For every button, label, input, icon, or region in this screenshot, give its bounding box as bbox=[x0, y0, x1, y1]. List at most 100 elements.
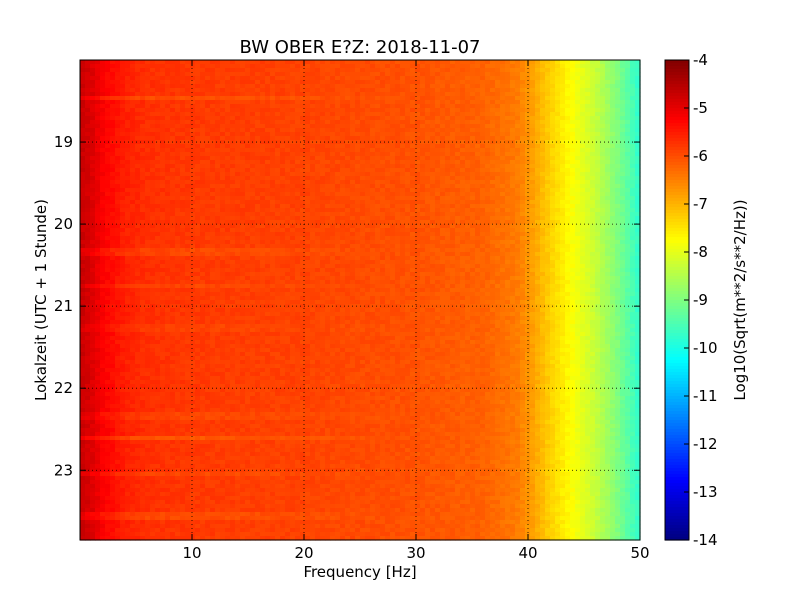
heatmap-cell bbox=[80, 168, 86, 173]
heatmap-cell bbox=[470, 104, 476, 109]
heatmap-cell bbox=[565, 72, 571, 77]
heatmap-cell bbox=[135, 68, 141, 73]
heatmap-cell bbox=[620, 208, 626, 213]
heatmap-cell bbox=[180, 108, 186, 113]
heatmap-cell bbox=[115, 68, 121, 73]
heatmap-cell bbox=[205, 156, 211, 161]
heatmap-cell bbox=[140, 160, 146, 165]
heatmap-cell bbox=[200, 100, 206, 105]
heatmap-cell bbox=[570, 208, 576, 213]
heatmap-cell bbox=[145, 164, 151, 169]
heatmap-cell bbox=[355, 196, 361, 201]
heatmap-cell bbox=[285, 124, 291, 129]
heatmap-cell bbox=[120, 160, 126, 165]
heatmap-cell bbox=[265, 192, 271, 197]
heatmap-cell bbox=[290, 104, 296, 109]
heatmap-cell bbox=[215, 84, 221, 89]
heatmap-cell bbox=[310, 176, 316, 181]
heatmap-cell bbox=[285, 152, 291, 157]
heatmap-cell bbox=[635, 100, 641, 105]
heatmap-cell bbox=[450, 68, 456, 73]
heatmap-cell bbox=[485, 108, 491, 113]
heatmap-cell bbox=[210, 188, 216, 193]
heatmap-cell bbox=[525, 88, 531, 93]
heatmap-cell bbox=[560, 128, 566, 133]
heatmap-cell bbox=[100, 124, 106, 129]
heatmap-cell bbox=[530, 60, 536, 65]
heatmap-cell bbox=[275, 232, 281, 237]
heatmap-cell bbox=[270, 100, 276, 105]
heatmap-cell bbox=[275, 104, 281, 109]
heatmap-cell bbox=[315, 232, 321, 237]
heatmap-cell bbox=[635, 228, 641, 233]
heatmap-cell bbox=[550, 60, 556, 65]
heatmap-cell bbox=[235, 152, 241, 157]
heatmap-cell bbox=[620, 120, 626, 125]
heatmap-cell bbox=[90, 196, 96, 201]
heatmap-cell bbox=[635, 208, 641, 213]
heatmap-cell bbox=[270, 124, 276, 129]
heatmap-cell bbox=[210, 80, 216, 85]
heatmap-cell bbox=[190, 132, 196, 137]
heatmap-cell bbox=[550, 84, 556, 89]
heatmap-cell bbox=[585, 72, 591, 77]
heatmap-cell bbox=[320, 224, 326, 229]
heatmap-cell bbox=[450, 148, 456, 153]
heatmap-cell bbox=[535, 72, 541, 77]
heatmap-cell bbox=[495, 84, 501, 89]
heatmap-cell bbox=[590, 132, 596, 137]
heatmap-cell bbox=[450, 176, 456, 181]
heatmap-cell bbox=[320, 84, 326, 89]
heatmap-cell bbox=[130, 224, 136, 229]
heatmap-cell bbox=[210, 148, 216, 153]
heatmap-cell bbox=[180, 164, 186, 169]
heatmap-cell bbox=[180, 104, 186, 109]
heatmap-cell bbox=[580, 104, 586, 109]
heatmap-cell bbox=[355, 64, 361, 69]
heatmap-cell bbox=[270, 108, 276, 113]
heatmap-cell bbox=[175, 100, 181, 105]
heatmap-cell bbox=[440, 184, 446, 189]
heatmap-cell bbox=[555, 124, 561, 129]
heatmap-cell bbox=[350, 136, 356, 141]
heatmap-cell bbox=[630, 116, 636, 121]
heatmap-cell bbox=[155, 172, 161, 177]
heatmap-cell bbox=[575, 104, 581, 109]
heatmap-cell bbox=[285, 188, 291, 193]
heatmap-cell bbox=[555, 108, 561, 113]
heatmap-cell bbox=[450, 196, 456, 201]
heatmap-cell bbox=[550, 72, 556, 77]
heatmap-cell bbox=[315, 136, 321, 141]
heatmap-cell bbox=[140, 152, 146, 157]
heatmap-cell bbox=[90, 64, 96, 69]
heatmap-cell bbox=[310, 208, 316, 213]
heatmap-cell bbox=[300, 100, 306, 105]
heatmap-cell bbox=[510, 84, 516, 89]
heatmap-cell bbox=[125, 92, 131, 97]
heatmap-cell bbox=[360, 112, 366, 117]
heatmap-cell bbox=[485, 60, 491, 65]
heatmap-cell bbox=[420, 64, 426, 69]
heatmap-cell bbox=[255, 84, 261, 89]
heatmap-cell bbox=[620, 116, 626, 121]
heatmap-cell bbox=[560, 156, 566, 161]
heatmap-cell bbox=[225, 68, 231, 73]
heatmap-cell bbox=[300, 88, 306, 93]
heatmap-cell bbox=[160, 112, 166, 117]
heatmap-cell bbox=[360, 140, 366, 145]
heatmap-cell bbox=[250, 68, 256, 73]
heatmap-cell bbox=[205, 216, 211, 221]
heatmap-cell bbox=[525, 104, 531, 109]
heatmap-cell bbox=[450, 112, 456, 117]
heatmap-cell bbox=[275, 132, 281, 137]
heatmap-cell bbox=[490, 128, 496, 133]
heatmap-cell bbox=[460, 200, 466, 205]
heatmap-cell bbox=[495, 144, 501, 149]
heatmap-cell bbox=[635, 164, 641, 169]
heatmap-cell bbox=[445, 204, 451, 209]
heatmap-cell bbox=[465, 128, 471, 133]
heatmap-cell bbox=[515, 116, 521, 121]
heatmap-cell bbox=[110, 160, 116, 165]
heatmap-cell bbox=[345, 92, 351, 97]
heatmap-cell bbox=[595, 96, 601, 101]
